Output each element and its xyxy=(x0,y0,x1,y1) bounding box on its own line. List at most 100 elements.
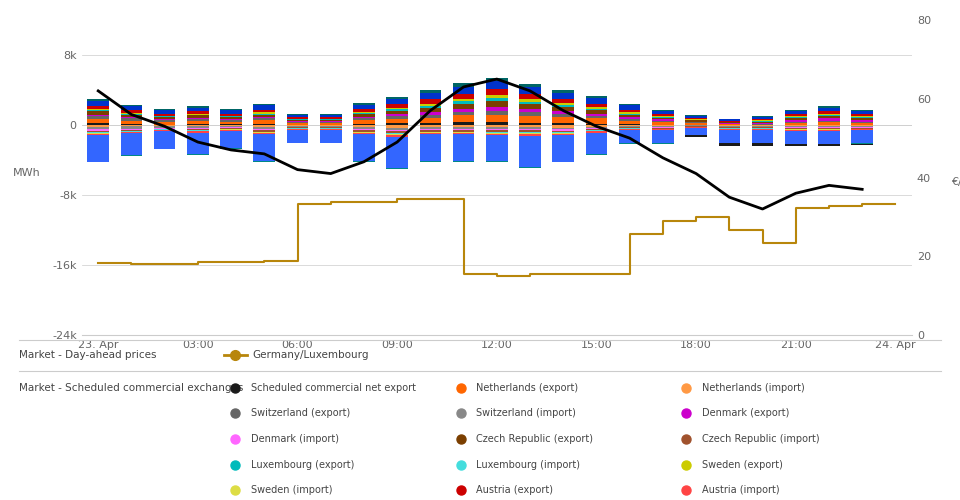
Bar xyxy=(87,130,109,132)
Text: Market - Day-ahead prices: Market - Day-ahead prices xyxy=(19,350,156,360)
Bar xyxy=(652,118,674,120)
Bar xyxy=(87,101,109,106)
Bar xyxy=(453,99,474,102)
Text: Netherlands (export): Netherlands (export) xyxy=(476,383,578,393)
Bar xyxy=(718,124,740,125)
Bar xyxy=(154,120,176,122)
Bar xyxy=(552,112,574,114)
Bar xyxy=(586,107,608,109)
Bar xyxy=(121,114,142,117)
Bar xyxy=(519,99,540,102)
Bar xyxy=(386,125,408,128)
Bar xyxy=(320,120,342,121)
Bar xyxy=(852,111,873,114)
Bar xyxy=(619,124,640,125)
Bar xyxy=(519,129,540,130)
Bar xyxy=(486,133,508,134)
Bar xyxy=(353,133,374,134)
Bar xyxy=(852,126,873,128)
Bar xyxy=(852,128,873,129)
Bar xyxy=(187,132,208,154)
Bar xyxy=(486,78,508,81)
Bar xyxy=(752,144,774,146)
Bar xyxy=(652,116,674,117)
Bar xyxy=(818,125,840,126)
Bar xyxy=(552,99,574,103)
Bar xyxy=(486,132,508,133)
Bar xyxy=(154,116,176,117)
Bar xyxy=(420,126,442,128)
Bar xyxy=(121,117,142,118)
Bar xyxy=(386,114,408,116)
Bar xyxy=(220,120,242,122)
Bar xyxy=(486,81,508,89)
Bar xyxy=(386,96,408,99)
Bar xyxy=(353,128,374,130)
Bar xyxy=(818,128,840,129)
Bar xyxy=(287,120,308,121)
Bar xyxy=(386,123,408,125)
Bar xyxy=(752,122,774,123)
Text: Sweden (import): Sweden (import) xyxy=(251,485,332,495)
Bar xyxy=(718,125,740,126)
Bar xyxy=(486,101,508,107)
Bar xyxy=(852,116,873,117)
Bar xyxy=(121,131,142,132)
Bar xyxy=(121,104,142,106)
Bar xyxy=(586,132,608,154)
Bar xyxy=(685,122,707,123)
Bar xyxy=(353,105,374,110)
Bar xyxy=(220,148,242,149)
Bar xyxy=(752,130,774,143)
Bar xyxy=(486,98,508,101)
Bar xyxy=(87,106,109,109)
Bar xyxy=(320,130,342,143)
Bar xyxy=(87,110,109,111)
Bar xyxy=(420,106,442,108)
Bar xyxy=(386,110,408,114)
Bar xyxy=(486,126,508,128)
Bar xyxy=(87,109,109,110)
Bar xyxy=(320,121,342,122)
Bar xyxy=(353,130,374,132)
Bar xyxy=(785,123,806,125)
Bar xyxy=(852,130,873,143)
Bar xyxy=(818,126,840,128)
Bar xyxy=(253,114,276,117)
Bar xyxy=(420,134,442,160)
Bar xyxy=(519,136,540,166)
Bar xyxy=(253,160,276,162)
Bar xyxy=(818,108,840,111)
Bar xyxy=(353,113,374,114)
Bar xyxy=(87,116,109,119)
Text: Sweden (export): Sweden (export) xyxy=(702,460,782,469)
Bar xyxy=(486,110,508,114)
Bar xyxy=(187,118,208,120)
Bar xyxy=(287,130,308,143)
Bar xyxy=(220,126,242,127)
Bar xyxy=(586,126,608,128)
Text: Switzerland (import): Switzerland (import) xyxy=(476,408,576,418)
Bar xyxy=(718,122,740,123)
Bar xyxy=(220,128,242,129)
Bar xyxy=(852,114,873,116)
Bar xyxy=(619,143,640,144)
Bar xyxy=(453,128,474,130)
Bar xyxy=(486,122,508,125)
Bar xyxy=(453,125,474,126)
Bar xyxy=(552,92,574,99)
Bar xyxy=(420,130,442,132)
Bar xyxy=(253,125,276,126)
Bar xyxy=(420,132,442,133)
Bar xyxy=(386,116,408,119)
Bar xyxy=(586,118,608,124)
Bar xyxy=(619,117,640,119)
Bar xyxy=(386,135,408,137)
Bar xyxy=(519,125,540,126)
Bar xyxy=(320,118,342,120)
Bar xyxy=(685,118,707,119)
Bar xyxy=(519,112,540,116)
Bar xyxy=(187,121,208,124)
Bar xyxy=(121,112,142,114)
Bar xyxy=(586,124,608,125)
